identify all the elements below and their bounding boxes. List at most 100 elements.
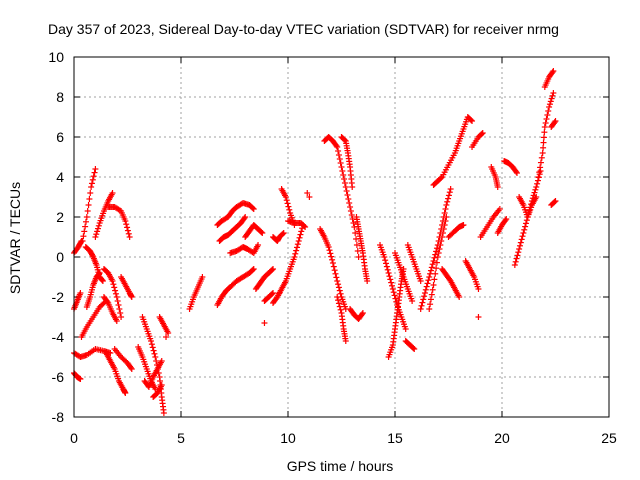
data-point: [439, 230, 446, 236]
data-point: [293, 244, 300, 251]
data-point: [540, 139, 547, 146]
y-tick-label: 0: [56, 249, 64, 265]
data-point: [255, 242, 262, 248]
data-point: [126, 234, 133, 240]
data-point: [152, 354, 159, 360]
data-point: [335, 148, 342, 154]
data-point: [537, 159, 544, 166]
data-point: [411, 346, 418, 352]
data-point: [494, 184, 501, 190]
data-point: [552, 198, 559, 204]
y-axis-title: SDTVAR / TECUs: [7, 182, 23, 294]
data-point: [111, 284, 118, 291]
data-point: [443, 202, 450, 208]
data-point: [420, 296, 427, 303]
data-point: [335, 281, 342, 288]
data-point: [422, 286, 429, 293]
data-point: [533, 194, 540, 200]
data-point: [114, 298, 121, 304]
y-tick-label: 4: [56, 169, 64, 185]
data-point: [511, 262, 518, 268]
data-point: [342, 184, 349, 190]
data-point: [151, 350, 158, 357]
data-point: [284, 200, 291, 207]
data-point: [112, 290, 119, 297]
data-point: [468, 117, 475, 124]
data-point: [549, 69, 556, 76]
data-point: [95, 222, 102, 229]
x-tick-label: 25: [601, 430, 617, 446]
data-point: [460, 222, 467, 228]
data-point: [112, 287, 119, 294]
data-point: [90, 173, 97, 180]
data-point: [83, 214, 90, 220]
data-point: [332, 270, 339, 277]
data-point: [99, 278, 106, 284]
data-point: [270, 290, 277, 296]
data-point: [359, 311, 366, 318]
data-point: [428, 291, 435, 298]
data-point: [330, 263, 337, 270]
data-point: [425, 277, 432, 284]
data-point: [475, 314, 482, 320]
data-point: [118, 314, 125, 320]
data-point: [522, 220, 529, 227]
data-point: [104, 298, 111, 305]
y-tick-label: 10: [48, 49, 64, 65]
data-point: [88, 180, 95, 187]
data-point: [285, 203, 292, 210]
data-point: [541, 129, 548, 136]
data-point: [158, 358, 165, 364]
data-point: [341, 180, 348, 186]
data-point: [417, 278, 424, 284]
y-tick-label: 6: [56, 129, 64, 145]
data-point: [336, 303, 343, 310]
x-tick-label: 20: [494, 430, 510, 446]
data-point: [389, 282, 396, 289]
y-tick-label: 8: [56, 89, 64, 105]
data-point: [359, 310, 366, 316]
data-point: [249, 266, 256, 273]
data-point: [86, 196, 93, 202]
data-point: [438, 174, 445, 181]
data-point: [113, 294, 120, 300]
data-point: [546, 104, 553, 110]
data-point: [502, 217, 509, 224]
data-point: [478, 130, 485, 137]
data-point: [270, 266, 277, 272]
data-point: [446, 189, 453, 196]
data-point: [343, 188, 350, 194]
data-point: [390, 289, 397, 296]
data-point: [241, 215, 248, 222]
data-point: [389, 286, 396, 292]
data-point: [535, 174, 542, 180]
data-point: [338, 164, 345, 170]
data-point: [469, 118, 476, 124]
data-point: [335, 297, 342, 304]
data-point: [89, 252, 96, 259]
data-point: [335, 284, 342, 291]
data-point: [325, 244, 332, 250]
data-point: [279, 230, 286, 237]
data-point: [88, 184, 95, 190]
data-point: [327, 250, 334, 257]
data-point: [431, 276, 438, 283]
data-point: [92, 234, 99, 240]
data-point: [549, 92, 556, 99]
data-point: [306, 194, 313, 200]
data-point: [512, 258, 519, 265]
data-point: [282, 194, 289, 200]
data-point: [295, 238, 302, 244]
data-point: [520, 230, 527, 236]
grid-lines: [74, 57, 609, 417]
data-point: [122, 390, 129, 396]
data-point: [158, 382, 165, 388]
data-point: [538, 154, 545, 161]
data-point: [548, 95, 555, 102]
data-point: [128, 366, 135, 372]
data-point: [434, 254, 441, 260]
y-tick-label: -4: [52, 329, 65, 345]
x-tick-label: 15: [387, 430, 403, 446]
data-point: [94, 225, 101, 232]
